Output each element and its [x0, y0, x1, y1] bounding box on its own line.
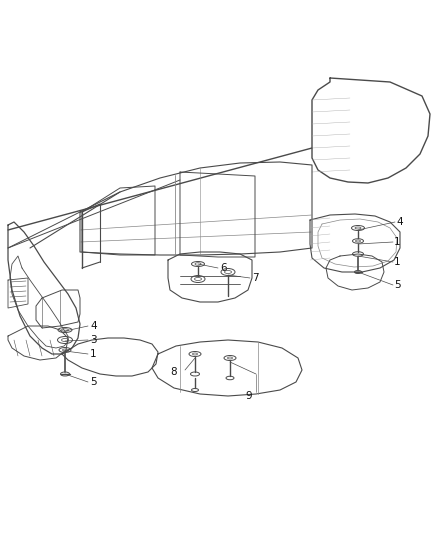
Text: 6: 6 [220, 263, 226, 273]
Text: 1: 1 [394, 257, 401, 267]
Text: 1: 1 [394, 237, 401, 247]
Text: 9: 9 [245, 391, 251, 401]
Text: 3: 3 [90, 335, 97, 345]
Text: 5: 5 [394, 280, 401, 290]
Text: 1: 1 [90, 349, 97, 359]
Text: 8: 8 [170, 367, 177, 377]
Text: 7: 7 [252, 273, 258, 283]
Text: 4: 4 [90, 321, 97, 331]
Text: 4: 4 [396, 217, 403, 227]
Text: 5: 5 [90, 377, 97, 387]
